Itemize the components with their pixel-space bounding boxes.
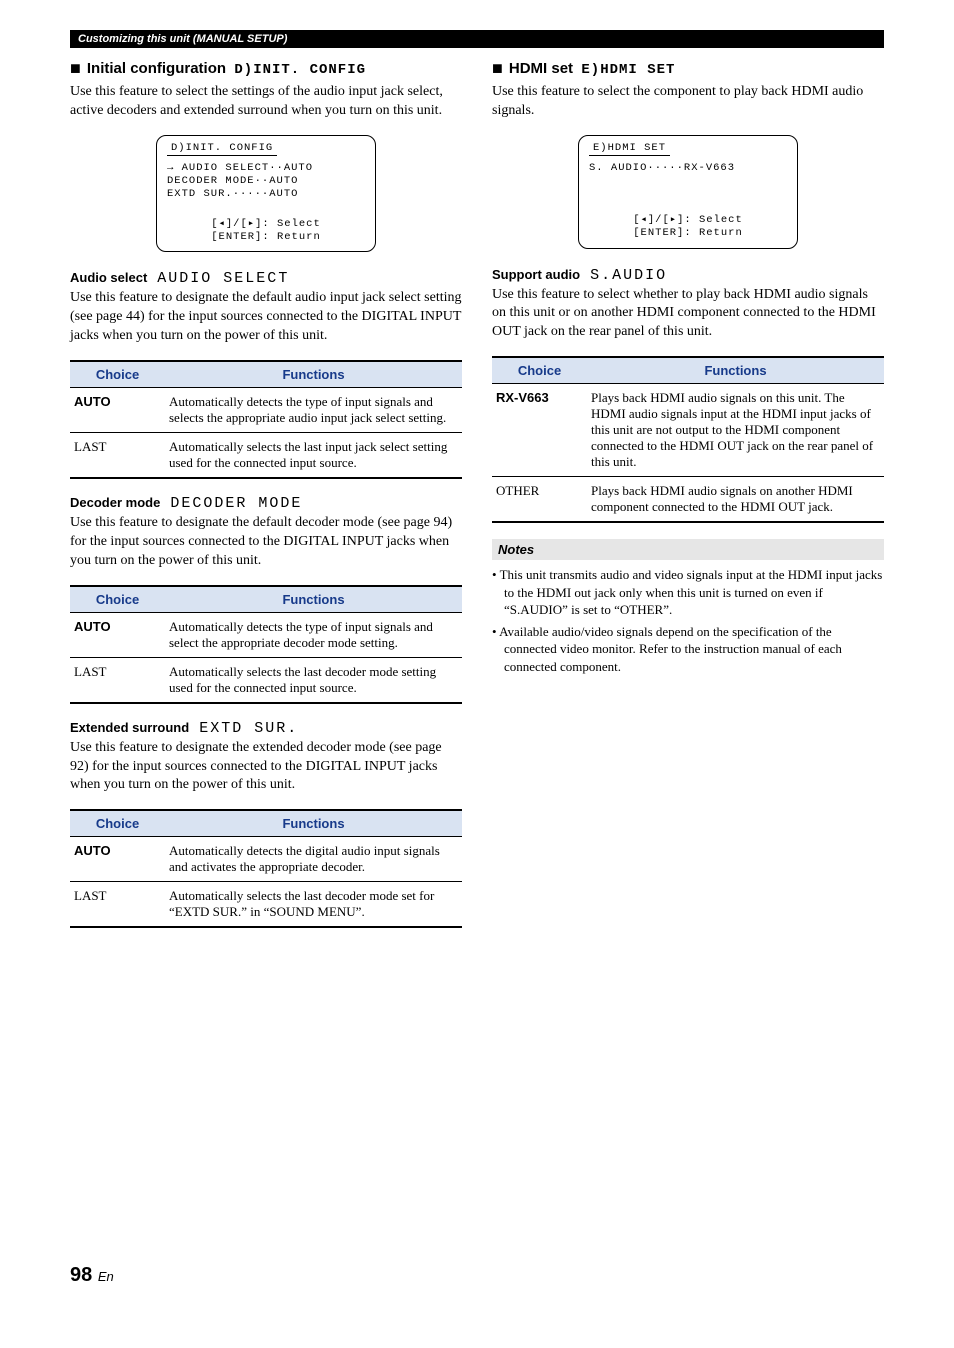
extd-sur-title: Extended surround xyxy=(70,720,189,735)
hdmi-set-lcd: E)HDMI SET xyxy=(581,62,675,78)
support-audio-table: Choice Functions RX-V663 Plays back HDMI… xyxy=(492,356,884,523)
support-audio-lcd: S.AUDIO xyxy=(590,267,667,284)
screen-mid: S. AUDIO·····RX-V663 xyxy=(589,162,787,196)
cell-choice: OTHER xyxy=(492,477,587,523)
two-column-layout: ■ Initial configuration D)INIT. CONFIG Us… xyxy=(70,58,884,944)
init-config-heading: ■ Initial configuration D)INIT. CONFIG xyxy=(70,58,462,79)
table-header-row: Choice Functions xyxy=(70,361,462,388)
cell-func: Plays back HDMI audio signals on another… xyxy=(587,477,884,523)
init-config-title: Initial configuration xyxy=(87,60,226,77)
cell-choice: AUTO xyxy=(70,612,165,657)
square-icon: ■ xyxy=(70,58,81,78)
notes-heading: Notes xyxy=(492,539,884,560)
table-header-row: Choice Functions xyxy=(70,586,462,613)
cell-func: Automatically selects the last decoder m… xyxy=(165,882,462,928)
col-choice: Choice xyxy=(70,361,165,388)
table-row: AUTO Automatically detects the type of i… xyxy=(70,612,462,657)
cell-choice: LAST xyxy=(70,882,165,928)
screen-title: D)INIT. CONFIG xyxy=(167,142,277,157)
decoder-mode-title: Decoder mode xyxy=(70,495,160,510)
table-row: RX-V663 Plays back HDMI audio signals on… xyxy=(492,384,884,477)
audio-select-lcd: AUDIO SELECT xyxy=(157,270,289,287)
decoder-mode-lcd: DECODER MODE xyxy=(170,495,302,512)
col-choice: Choice xyxy=(70,586,165,613)
section-band: Customizing this unit (MANUAL SETUP) xyxy=(70,30,884,48)
table-row: LAST Automatically selects the last deco… xyxy=(70,657,462,703)
hdmi-set-body: Use this feature to select the component… xyxy=(492,83,884,121)
table-header-row: Choice Functions xyxy=(70,810,462,837)
screen-hint: [ENTER]: Return xyxy=(167,231,365,244)
page-suffix: En xyxy=(98,1269,114,1284)
table-row: AUTO Automatically detects the digital a… xyxy=(70,837,462,882)
square-icon: ■ xyxy=(492,58,503,78)
cell-choice: RX-V663 xyxy=(492,384,587,477)
screen-hint: [ENTER]: Return xyxy=(589,227,787,240)
screen-title: E)HDMI SET xyxy=(589,142,670,157)
hdmi-set-heading: ■ HDMI set E)HDMI SET xyxy=(492,58,884,79)
init-config-screen: D)INIT. CONFIG → AUDIO SELECT··AUTO DECO… xyxy=(156,135,376,253)
list-item: This unit transmits audio and video sign… xyxy=(492,566,884,619)
screen-bottom: [◂]/[▸]: Select [ENTER]: Return xyxy=(167,218,365,243)
decoder-mode-body: Use this feature to designate the defaul… xyxy=(70,514,462,571)
audio-select-table: Choice Functions AUTO Automatically dete… xyxy=(70,360,462,479)
notes-list: This unit transmits audio and video sign… xyxy=(492,566,884,675)
hdmi-set-screen: E)HDMI SET S. AUDIO·····RX-V663 [◂]/[▸]:… xyxy=(578,135,798,249)
decoder-mode-heading: Decoder mode DECODER MODE xyxy=(70,495,462,512)
col-choice: Choice xyxy=(70,810,165,837)
support-audio-body: Use this feature to select whether to pl… xyxy=(492,286,884,343)
cell-func: Automatically detects the type of input … xyxy=(165,612,462,657)
screen-hint: [◂]/[▸]: Select xyxy=(589,214,787,227)
screen-line: EXTD SUR.·····AUTO xyxy=(167,188,365,201)
extd-sur-body: Use this feature to designate the extend… xyxy=(70,739,462,796)
screen-hint: [◂]/[▸]: Select xyxy=(167,218,365,231)
table-header-row: Choice Functions xyxy=(492,357,884,384)
list-item: Available audio/video signals depend on … xyxy=(492,623,884,676)
audio-select-heading: Audio select AUDIO SELECT xyxy=(70,270,462,287)
screen-line: DECODER MODE··AUTO xyxy=(167,175,365,188)
cell-choice: LAST xyxy=(70,657,165,703)
cell-func: Plays back HDMI audio signals on this un… xyxy=(587,384,884,477)
decoder-mode-table: Choice Functions AUTO Automatically dete… xyxy=(70,585,462,704)
cell-func: Automatically detects the digital audio … xyxy=(165,837,462,882)
col-functions: Functions xyxy=(165,361,462,388)
extd-sur-table: Choice Functions AUTO Automatically dete… xyxy=(70,809,462,928)
col-functions: Functions xyxy=(165,586,462,613)
screen-line: S. AUDIO·····RX-V663 xyxy=(589,162,787,175)
screen-mid: → AUDIO SELECT··AUTO DECODER MODE··AUTO … xyxy=(167,162,365,200)
init-config-lcd: D)INIT. CONFIG xyxy=(234,62,366,78)
cell-choice: LAST xyxy=(70,433,165,479)
screen-line: → AUDIO SELECT··AUTO xyxy=(167,162,365,175)
col-functions: Functions xyxy=(587,357,884,384)
screen-bottom: [◂]/[▸]: Select [ENTER]: Return xyxy=(589,214,787,239)
table-row: AUTO Automatically detects the type of i… xyxy=(70,388,462,433)
extd-sur-lcd: EXTD SUR. xyxy=(199,720,298,737)
cell-func: Automatically selects the last input jac… xyxy=(165,433,462,479)
init-config-body: Use this feature to select the settings … xyxy=(70,83,462,121)
right-column: ■ HDMI set E)HDMI SET Use this feature to… xyxy=(492,58,884,944)
support-audio-heading: Support audio S.AUDIO xyxy=(492,267,884,284)
extd-sur-heading: Extended surround EXTD SUR. xyxy=(70,720,462,737)
page-number: 98 En xyxy=(70,1264,884,1287)
audio-select-title: Audio select xyxy=(70,270,147,285)
col-choice: Choice xyxy=(492,357,587,384)
page-num: 98 xyxy=(70,1264,92,1286)
hdmi-set-title: HDMI set xyxy=(509,60,573,77)
cell-choice: AUTO xyxy=(70,388,165,433)
cell-func: Automatically selects the last decoder m… xyxy=(165,657,462,703)
support-audio-title: Support audio xyxy=(492,267,580,282)
table-row: OTHER Plays back HDMI audio signals on a… xyxy=(492,477,884,523)
table-row: LAST Automatically selects the last deco… xyxy=(70,882,462,928)
table-row: LAST Automatically selects the last inpu… xyxy=(70,433,462,479)
col-functions: Functions xyxy=(165,810,462,837)
cell-func: Automatically detects the type of input … xyxy=(165,388,462,433)
audio-select-body: Use this feature to designate the defaul… xyxy=(70,289,462,346)
cell-choice: AUTO xyxy=(70,837,165,882)
left-column: ■ Initial configuration D)INIT. CONFIG Us… xyxy=(70,58,462,944)
